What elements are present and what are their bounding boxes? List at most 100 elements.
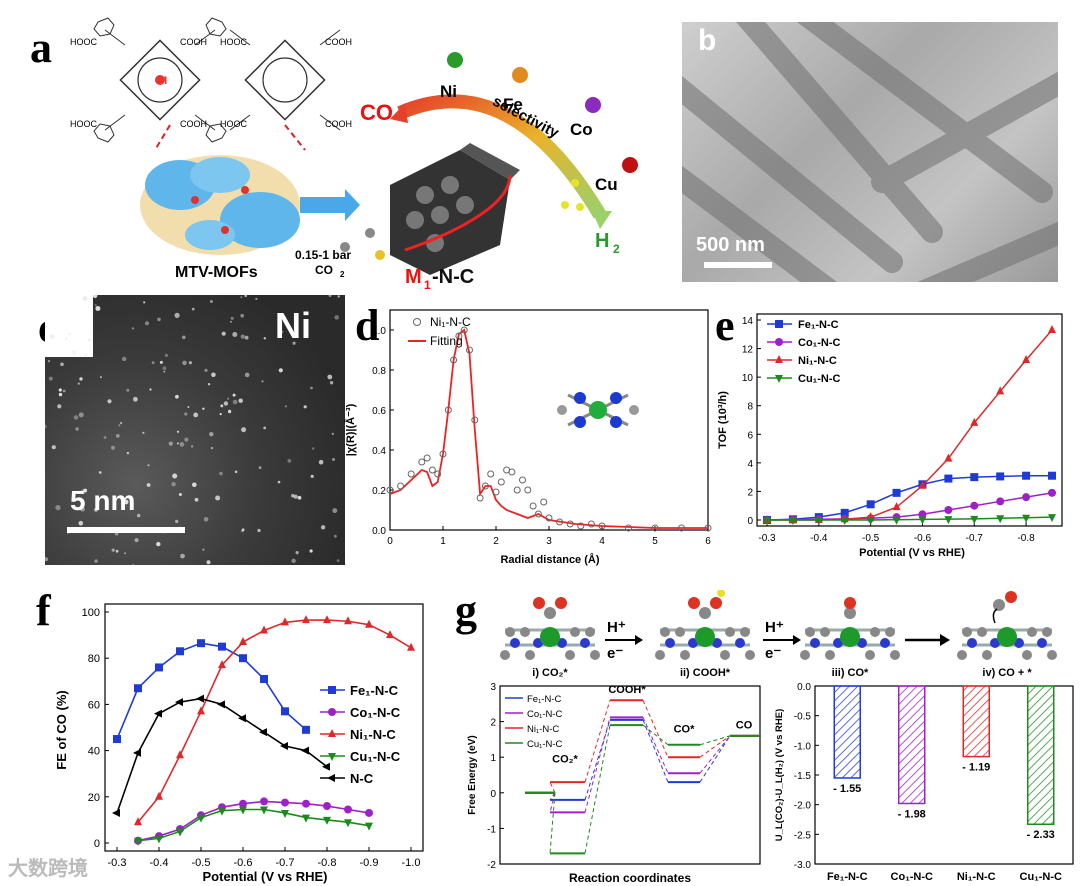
single-atom-dot: [103, 436, 107, 439]
chart-d-xtick-label: 0: [387, 536, 393, 547]
chart-g-energy-connector: [549, 781, 556, 794]
desorbed-carbon-icon: [993, 599, 1005, 611]
single-atom-dot: [126, 388, 130, 392]
chart-g-bar-category-label: Co₁-N-C: [891, 871, 933, 883]
carbon-atom-icon: [745, 650, 755, 660]
chart-e-point: [1048, 514, 1056, 523]
chart-f: -0.3 -0.4 -0.5 -0.6 -0.7 -0.8 -0.9 -1.0 0 20 40 60 8…: [54, 603, 424, 884]
carbon-atom-icon: [890, 650, 900, 660]
carbon-atom-icon: [680, 650, 690, 660]
process-arrow-icon: [300, 189, 360, 221]
single-atom-dot: [261, 380, 264, 383]
chart-g-bar-category-label: Ni₁-N-C: [957, 871, 996, 883]
single-atom-dot: [204, 368, 208, 372]
chart-d-point: [481, 482, 489, 490]
chart-f-point: [302, 615, 310, 624]
single-atom-dot: [258, 466, 262, 469]
carbon-atom-icon: [982, 650, 992, 660]
single-atom-dot: [257, 528, 261, 533]
single-atom-dot: [73, 415, 79, 420]
single-atom-dot: [47, 360, 51, 363]
single-atom-dot: [244, 372, 250, 378]
chart-f-point: [155, 835, 163, 844]
catalyst-block-icon: [390, 143, 520, 275]
chart-d-point: [428, 466, 436, 474]
chart-e-point: [996, 497, 1005, 506]
chart-e-point: [1022, 355, 1031, 363]
chart-d-point: [513, 486, 521, 494]
arrow1-top-label: H⁺: [607, 619, 626, 636]
chart-g-energy: -2 -1 0 1 2 3 CO₂* COOH* CO* CO Fe₁-N-C Co₁-N-C Ni₁…: [467, 682, 761, 885]
single-atom-dot: [131, 327, 135, 330]
chart-e-point: [1022, 514, 1031, 523]
panel-label-g: g: [455, 586, 477, 635]
chart-d-point: [497, 478, 505, 486]
chart-e-frame: [756, 313, 1063, 527]
single-atom-dot: [206, 560, 211, 565]
single-atom-dot: [215, 495, 221, 501]
single-atom-dot: [203, 517, 209, 522]
chart-f-xtick-label: -0.3: [108, 857, 127, 869]
chart-d-point: [439, 450, 447, 458]
chart-f-legend-label: Ni₁-N-C: [350, 727, 396, 742]
chart-f-point: [302, 725, 310, 734]
single-atom-dot: [194, 497, 199, 502]
chart-g-energy-legend-label: Co₁-N-C: [527, 709, 563, 720]
stem-element-label: Ni: [275, 305, 311, 346]
single-atom-dot: [209, 300, 213, 303]
chart-g-bar-ytick-label: -1.0: [794, 741, 812, 752]
single-atom-dot: [174, 312, 180, 318]
single-atom-dot: [232, 332, 238, 337]
chart-e-point: [788, 517, 797, 525]
single-atom-dot: [94, 559, 98, 563]
single-atom-dot: [192, 482, 197, 488]
chart-f-point: [239, 654, 247, 663]
single-atom-dot: [188, 361, 192, 365]
step-label-2: iii) CO*: [832, 667, 869, 679]
chart-e-point: [970, 501, 979, 510]
single-atom-dot: [297, 495, 302, 500]
chart-d-point: [598, 522, 606, 530]
chart-d-point: [545, 514, 553, 522]
single-atom-dot: [122, 356, 127, 362]
chart-d-point: [508, 468, 516, 476]
chart-f-point: [134, 837, 142, 846]
chart-e-ytick-label: 2: [747, 487, 753, 498]
single-atom-dot: [277, 480, 281, 484]
chart-g-bar-ytick-label: -3.0: [794, 860, 812, 871]
chart-e-point: [1022, 493, 1031, 502]
nitrogen-atom-icon: [1014, 638, 1024, 648]
chart-f-point: [217, 700, 225, 709]
chart-e-ytick-label: 0: [747, 516, 753, 527]
porphyrin-metal-label: M: [158, 75, 167, 87]
single-atom-dot: [60, 362, 64, 367]
chart-f-xtick-label: -0.9: [360, 857, 379, 869]
chart-d-point: [540, 498, 548, 506]
chart-d-ytick-label: 0.8: [372, 366, 386, 377]
chart-g-bar-value-label: - 2.33: [1027, 829, 1055, 841]
chart-f-point: [386, 630, 394, 639]
single-atom-dot: [120, 421, 123, 425]
chart-f-point: [155, 791, 163, 800]
single-atom-dot: [78, 520, 84, 526]
carbon-atom-icon: [590, 650, 600, 660]
mof-label: MTV-MOFs: [175, 264, 258, 281]
chart-f-legend-marker: [327, 774, 335, 782]
chart-f-point: [155, 663, 163, 672]
single-atom-dot: [142, 431, 145, 434]
chart-e-point: [1048, 488, 1056, 497]
carbon-atom-icon: [885, 627, 895, 637]
chart-f-point: [323, 615, 331, 624]
metal-label-fe: Fe: [503, 95, 523, 114]
single-atom-dot: [229, 320, 232, 323]
single-atom-dot: [241, 529, 244, 533]
chart-f-point: [365, 619, 373, 628]
chart-g-energy-connector: [642, 700, 669, 758]
chart-d-point: [524, 486, 532, 494]
chart-e-ytick-label: 12: [742, 345, 754, 356]
arrow2-bottom-label: e⁻: [765, 645, 781, 662]
chart-e-legend-label: Ni₁-N-C: [798, 355, 837, 367]
carbon-atom-icon: [585, 627, 595, 637]
chart-e-point: [918, 510, 927, 519]
chart-f-legend-marker: [328, 729, 336, 737]
